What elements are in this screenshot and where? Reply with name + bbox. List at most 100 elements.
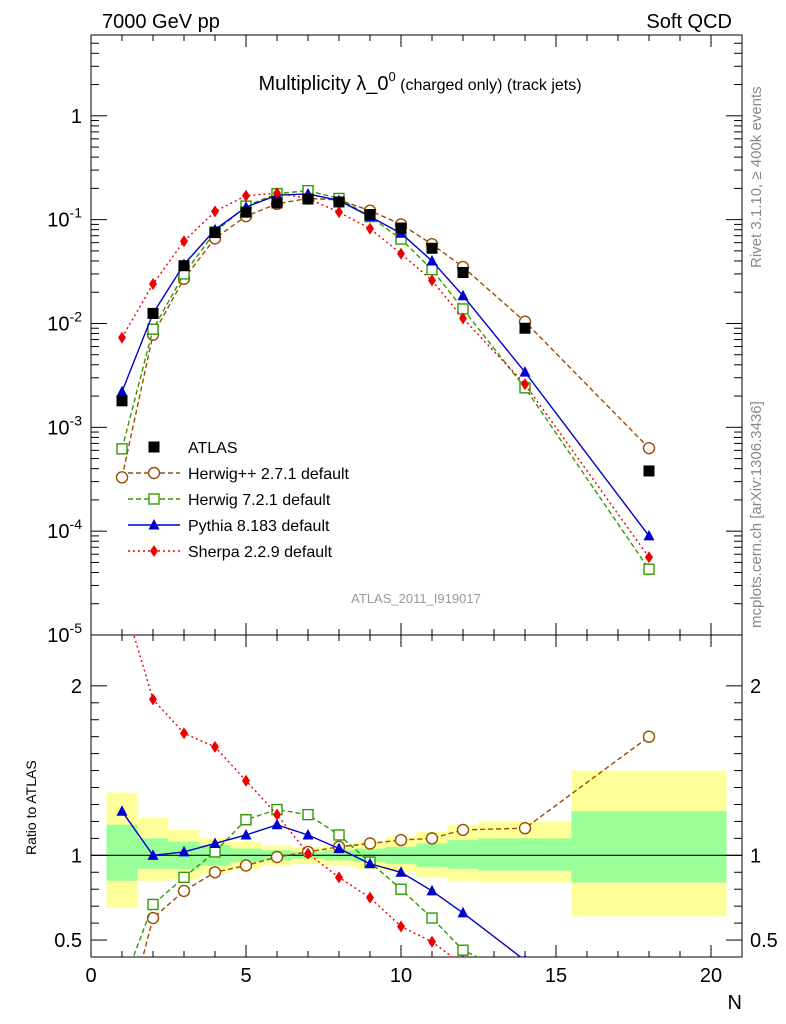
series-point: [116, 443, 128, 455]
ratio-point: [333, 842, 345, 854]
data-point: [209, 227, 221, 239]
ratio-point: [242, 774, 250, 787]
legend-entry: Herwig++ 2.7.1 default: [128, 466, 350, 483]
ratio-uncertainty-bands: [106, 770, 727, 917]
legend-label: Sherpa 2.2.9 default: [188, 544, 333, 561]
ratio-point: [397, 920, 405, 933]
ratio-point: [239, 859, 253, 872]
series-point: [149, 278, 157, 291]
ratio-point: [425, 832, 439, 845]
data-point: [240, 206, 252, 218]
data-point: [395, 222, 407, 234]
side-rivet-label: Rivet 3.1.10, ≥ 400k events: [748, 86, 765, 268]
x-tick-label: 0: [85, 965, 96, 987]
series-point: [180, 235, 188, 248]
y-tick-label: 10-1: [47, 205, 82, 232]
y-tick-label: 10-3: [47, 412, 82, 439]
data-point: [271, 197, 283, 209]
ratio-point: [208, 866, 222, 879]
ratio-point: [426, 912, 438, 924]
ratio-point: [302, 828, 314, 840]
series-1: [116, 184, 655, 575]
ratio-point: [456, 823, 470, 837]
ratio-point: [395, 883, 407, 895]
ratio-tick-label-right: 1: [750, 845, 761, 867]
data-point: [364, 209, 376, 221]
chart-title-small: (charged only) (track jets): [396, 77, 582, 94]
x-tick-label: 15: [545, 965, 567, 987]
series-point: [147, 323, 159, 335]
ratio-point: [146, 911, 160, 925]
data-point: [116, 395, 128, 407]
ratio-point: [366, 891, 374, 904]
ratio-point: [177, 884, 191, 898]
series-point: [457, 289, 469, 301]
ratio-tick-label-right: 0.5: [750, 930, 778, 952]
series-point: [642, 441, 656, 455]
series-point: [211, 205, 219, 218]
ratio-point: [457, 906, 469, 918]
data-point: [302, 193, 314, 205]
series-point: [397, 247, 405, 260]
series-point: [426, 254, 438, 266]
series-point: [428, 274, 436, 287]
legend-marker: [147, 466, 161, 480]
y-tick-label: 10-4: [47, 516, 82, 543]
band-inner: [447, 840, 479, 869]
data-point: [147, 307, 159, 319]
series-point: [459, 312, 467, 325]
series-point: [116, 385, 128, 397]
ratio-tick-label: 2: [71, 676, 82, 698]
ratio-point: [240, 828, 252, 840]
ratio-point: [147, 849, 159, 860]
series-point: [645, 551, 653, 564]
series-point: [366, 222, 374, 235]
ratio-point: [333, 829, 345, 841]
y-tick-label: 10-5: [47, 620, 82, 647]
y-tick-label: 1: [71, 106, 82, 128]
ratio-point: [270, 850, 284, 864]
ratio-point: [211, 740, 219, 753]
series-point: [115, 471, 129, 484]
legend: ATLAS Herwig++ 2.7.1 default Herwig 7.2.1 …: [128, 440, 350, 561]
legend-marker: [150, 545, 158, 557]
ratio-point: [523, 954, 527, 957]
series-point: [335, 206, 343, 219]
ratio-point: [180, 727, 188, 740]
legend-marker: [148, 441, 160, 453]
data-point: [457, 266, 469, 278]
ratio-tick-label: 1: [71, 845, 82, 867]
ratio-point: [428, 935, 436, 948]
chart-title-sup: 0: [388, 69, 395, 84]
x-tick-label: 10: [390, 965, 412, 987]
y-tick-label: 10-2: [47, 308, 82, 335]
chart-title-main: Multiplicity λ_0: [258, 73, 388, 95]
legend-label: Pythia 8.183 default: [188, 518, 330, 535]
data-point: [643, 465, 655, 477]
legend-label: ATLAS: [188, 440, 238, 457]
legend-label: Herwig++ 2.7.1 default: [188, 466, 350, 483]
series-point: [643, 563, 655, 575]
ratio-series-2: [116, 805, 527, 957]
header-right: Soft QCD: [646, 11, 732, 33]
ratio-panel: [90, 634, 743, 958]
ratio-point: [457, 944, 469, 956]
band-inner: [571, 811, 727, 883]
ratio-point: [147, 898, 159, 911]
ratio-point: [178, 845, 190, 857]
ratio-point: [149, 693, 157, 706]
ratio-point: [209, 837, 221, 848]
series-point: [643, 529, 655, 541]
ratio-point: [271, 818, 283, 830]
series-line: [121, 197, 650, 478]
ratio-point: [302, 808, 314, 821]
data-point: [178, 260, 190, 272]
legend-entry: ATLAS: [148, 440, 238, 457]
ratio-point: [518, 822, 532, 835]
legend-marker: [148, 493, 160, 505]
ratio-series-layer: [116, 635, 656, 957]
series-point: [519, 366, 531, 377]
ratio-point: [240, 814, 252, 826]
ratio-tick-label-right: 2: [750, 676, 761, 698]
ratio-point: [273, 808, 281, 821]
